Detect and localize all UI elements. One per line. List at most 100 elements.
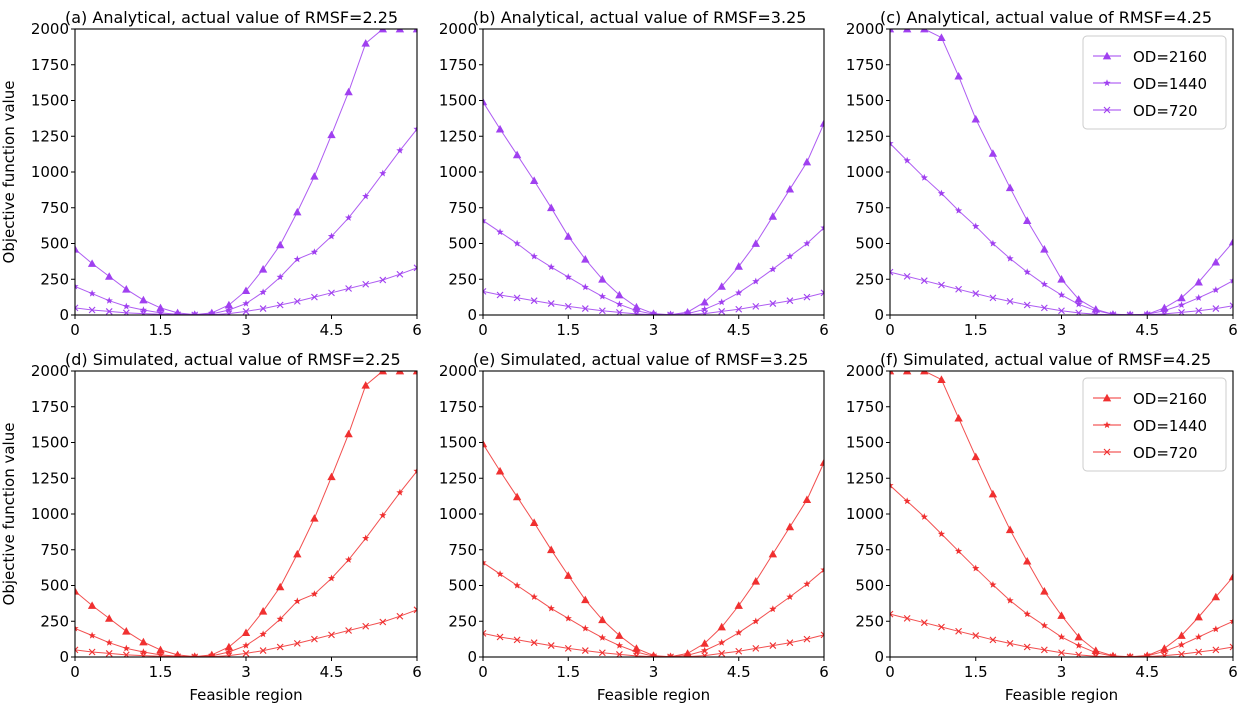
data-point [890,610,894,618]
y-tick-label: 0 [467,648,477,666]
data-point [412,29,417,33]
plot-area [483,97,824,315]
data-point [1229,302,1233,310]
data-point [752,645,760,652]
series-line [890,143,1233,315]
x-axis-label: Feasible region [189,686,302,704]
data-point [903,273,911,280]
data-point [496,633,504,641]
data-point [344,555,353,563]
data-point [1040,280,1048,288]
data-point [241,286,251,295]
y-tick-label: 2000 [439,20,477,38]
data-point [920,371,929,375]
y-tick-label: 1500 [439,92,477,110]
data-point [379,618,387,626]
data-point [785,522,795,531]
data-point [1057,633,1066,641]
legend-label: OD=1440 [1133,75,1207,93]
y-tick-label: 0 [59,306,69,324]
x-tick-label: 6 [1228,321,1238,339]
x-tick-label: 0 [478,321,488,339]
data-point [529,518,539,526]
data-point [379,169,387,177]
data-point [786,252,794,260]
data-point [395,371,405,375]
data-point [632,648,641,656]
data-point [616,651,623,657]
series-line [75,29,417,315]
data-point [581,647,589,654]
data-point [88,648,96,656]
data-point [890,268,894,276]
y-tick-label: 500 [40,577,69,595]
x-tick-label: 3 [649,321,659,339]
data-point [735,628,743,636]
data-point [937,375,946,383]
legend-marker [1103,79,1111,87]
y-tick-label: 750 [40,541,69,559]
data-point [683,309,692,315]
data-point [276,582,285,591]
data-point [241,628,251,637]
data-point [1161,652,1168,657]
y-tick-label: 500 [448,235,477,253]
data-point [379,511,387,519]
data-point [1228,572,1233,581]
data-point [344,429,353,438]
data-point [581,283,589,291]
data-point [701,652,709,657]
x-tick-label: 0 [70,321,80,339]
data-point [598,649,606,657]
x-axis-label: Feasible region [597,686,710,704]
y-tick-label: 1250 [439,469,477,487]
data-point [122,644,130,652]
data-point [362,534,370,542]
data-point [105,296,113,304]
panel-title: (b) Analytical, actual value of RMSF=3.2… [473,8,806,27]
data-point [769,642,777,649]
data-point [701,310,709,315]
panel-e: 0 250 500 750 1000 1250 1500 1750 2000 0 1.5 3 4.5 6 (… [439,350,829,704]
x-tick-label: 1.5 [149,663,173,681]
data-point [971,114,980,123]
data-point [768,549,778,558]
data-point [191,652,199,657]
data-point [327,472,336,481]
data-point [413,467,417,475]
data-point [769,605,777,613]
x-tick-label: 0 [885,321,895,339]
data-point [396,612,404,620]
legend-marker [1103,421,1111,429]
x-tick-label: 6 [819,663,829,681]
data-point [173,652,182,657]
data-point [903,497,911,505]
data-point [87,259,97,267]
data-point [547,300,555,307]
data-point [1075,641,1083,649]
data-point [615,641,624,649]
data-point [1211,257,1221,266]
data-point [972,564,980,572]
data-point [105,272,114,280]
data-point [276,301,284,309]
data-point [564,571,573,579]
y-tick-label: 250 [855,612,884,630]
y-tick-label: 0 [59,648,69,666]
data-point [547,203,556,212]
data-point [734,601,743,609]
data-point [139,637,148,646]
data-point [513,581,521,589]
data-point [225,648,233,656]
data-point [224,642,234,651]
y-tick-label: 2000 [439,362,477,380]
data-point [751,577,760,585]
data-point [955,627,962,635]
data-point [1177,631,1186,639]
y-tick-label: 1000 [439,505,477,523]
data-point [972,632,980,639]
y-tick-label: 1250 [846,127,884,145]
data-point [902,371,912,375]
data-point [1057,611,1066,619]
panel-title: (f) Simulated, actual value of RMSF=4.25 [880,350,1211,369]
